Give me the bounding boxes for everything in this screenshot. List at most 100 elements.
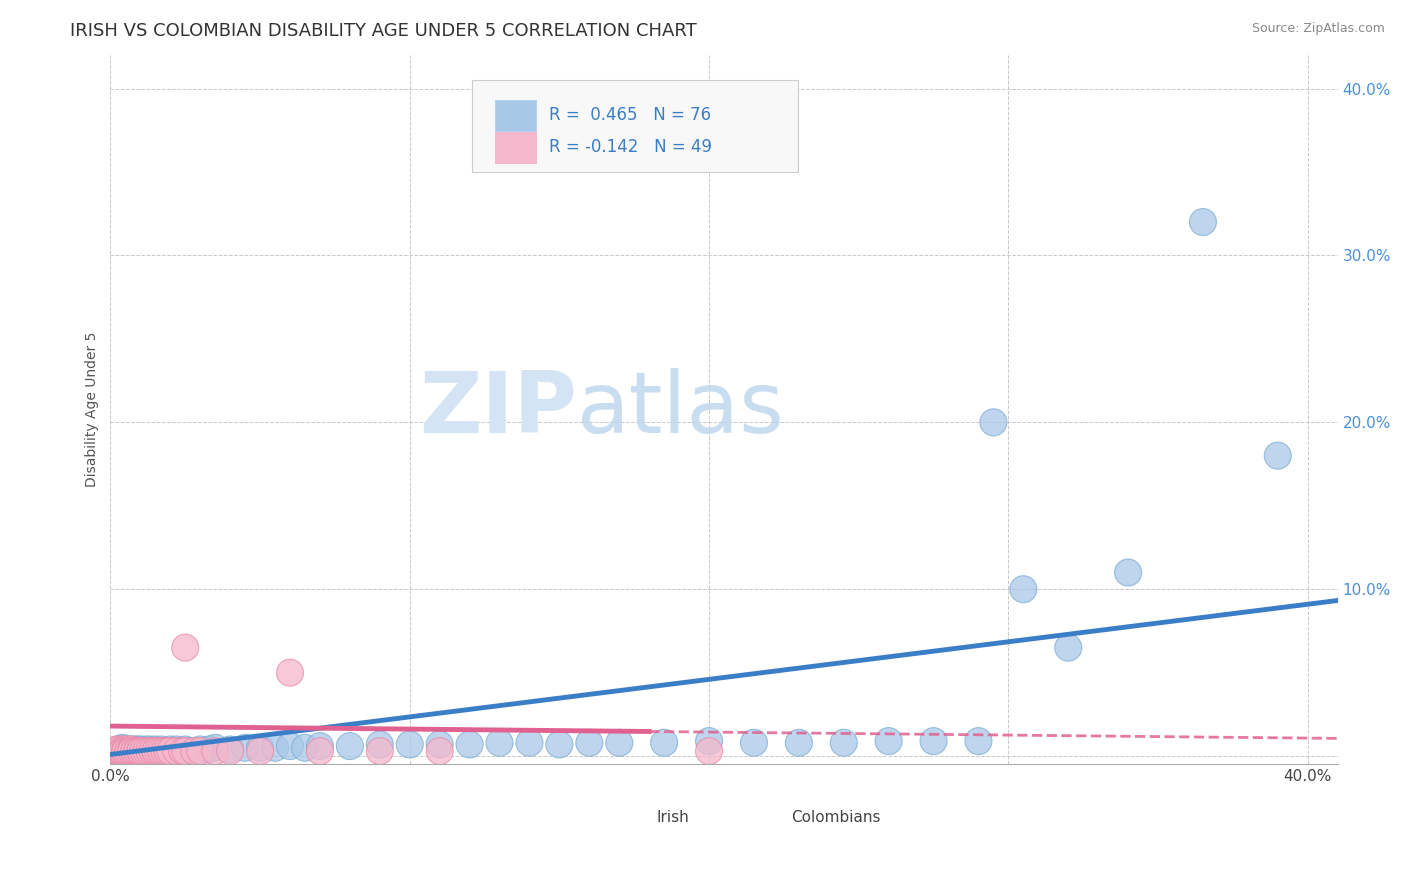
Ellipse shape — [139, 738, 166, 764]
Ellipse shape — [875, 728, 903, 755]
Ellipse shape — [132, 738, 160, 764]
Ellipse shape — [129, 738, 157, 764]
Ellipse shape — [129, 738, 157, 764]
Ellipse shape — [606, 730, 633, 756]
Ellipse shape — [246, 738, 274, 764]
Ellipse shape — [108, 736, 136, 763]
Ellipse shape — [108, 738, 136, 764]
Ellipse shape — [129, 738, 157, 764]
Text: R =  0.465   N = 76: R = 0.465 N = 76 — [548, 106, 710, 124]
Text: IRISH VS COLOMBIAN DISABILITY AGE UNDER 5 CORRELATION CHART: IRISH VS COLOMBIAN DISABILITY AGE UNDER … — [70, 22, 697, 40]
Text: Source: ZipAtlas.com: Source: ZipAtlas.com — [1251, 22, 1385, 36]
Ellipse shape — [142, 738, 169, 764]
FancyBboxPatch shape — [495, 132, 536, 163]
Ellipse shape — [112, 738, 139, 764]
Ellipse shape — [145, 738, 172, 764]
Ellipse shape — [118, 738, 145, 764]
Ellipse shape — [160, 738, 187, 764]
FancyBboxPatch shape — [740, 807, 782, 830]
Ellipse shape — [139, 738, 166, 764]
Ellipse shape — [150, 738, 177, 764]
Ellipse shape — [127, 738, 153, 764]
Ellipse shape — [108, 734, 136, 761]
Ellipse shape — [195, 736, 222, 763]
Ellipse shape — [127, 738, 153, 764]
Ellipse shape — [103, 738, 129, 764]
Ellipse shape — [127, 738, 153, 764]
Ellipse shape — [426, 731, 453, 758]
Ellipse shape — [112, 738, 139, 764]
Ellipse shape — [121, 738, 148, 764]
Y-axis label: Disability Age Under 5: Disability Age Under 5 — [86, 332, 100, 488]
Ellipse shape — [136, 738, 163, 764]
Ellipse shape — [920, 728, 948, 755]
Ellipse shape — [166, 738, 193, 764]
Ellipse shape — [277, 732, 304, 760]
Ellipse shape — [148, 738, 174, 764]
Ellipse shape — [127, 738, 153, 764]
Ellipse shape — [153, 738, 181, 764]
Ellipse shape — [112, 738, 139, 764]
Ellipse shape — [1115, 559, 1142, 586]
Ellipse shape — [105, 738, 134, 764]
Ellipse shape — [169, 738, 195, 764]
Ellipse shape — [965, 728, 993, 755]
Ellipse shape — [157, 736, 184, 763]
Ellipse shape — [112, 738, 139, 764]
Ellipse shape — [172, 634, 198, 661]
Ellipse shape — [105, 738, 134, 764]
Ellipse shape — [172, 736, 198, 763]
Ellipse shape — [121, 738, 148, 764]
Ellipse shape — [150, 738, 177, 764]
Ellipse shape — [426, 738, 453, 764]
Ellipse shape — [127, 736, 153, 763]
Ellipse shape — [187, 738, 214, 764]
Ellipse shape — [103, 738, 129, 764]
Ellipse shape — [396, 731, 423, 758]
Ellipse shape — [1189, 209, 1216, 235]
Ellipse shape — [980, 409, 1007, 436]
Ellipse shape — [124, 738, 150, 764]
Text: ZIP: ZIP — [419, 368, 576, 451]
Ellipse shape — [336, 732, 363, 760]
Ellipse shape — [115, 738, 142, 764]
Ellipse shape — [124, 738, 150, 764]
Ellipse shape — [576, 730, 603, 756]
Ellipse shape — [163, 736, 190, 763]
Ellipse shape — [108, 738, 136, 764]
Ellipse shape — [232, 734, 259, 761]
Ellipse shape — [115, 736, 142, 763]
Ellipse shape — [696, 738, 723, 764]
Ellipse shape — [124, 738, 150, 764]
Ellipse shape — [157, 738, 184, 764]
Ellipse shape — [262, 734, 288, 761]
Ellipse shape — [124, 736, 150, 763]
Ellipse shape — [132, 738, 160, 764]
Text: Irish: Irish — [657, 810, 689, 825]
Ellipse shape — [153, 738, 181, 764]
Ellipse shape — [118, 736, 145, 763]
Ellipse shape — [142, 738, 169, 764]
Ellipse shape — [546, 731, 572, 758]
FancyBboxPatch shape — [472, 80, 797, 172]
Ellipse shape — [118, 738, 145, 764]
Ellipse shape — [1264, 442, 1291, 469]
FancyBboxPatch shape — [605, 807, 647, 830]
Ellipse shape — [201, 738, 229, 764]
FancyBboxPatch shape — [495, 100, 536, 131]
Ellipse shape — [108, 738, 136, 764]
Ellipse shape — [115, 738, 142, 764]
Ellipse shape — [486, 730, 513, 756]
Ellipse shape — [145, 738, 172, 764]
Ellipse shape — [291, 734, 319, 761]
Ellipse shape — [163, 738, 190, 764]
Ellipse shape — [741, 730, 768, 756]
Ellipse shape — [105, 738, 134, 764]
Ellipse shape — [181, 738, 208, 764]
Ellipse shape — [112, 738, 139, 764]
Ellipse shape — [367, 731, 394, 758]
Ellipse shape — [201, 734, 229, 761]
Ellipse shape — [112, 738, 139, 764]
Ellipse shape — [105, 736, 134, 763]
Ellipse shape — [696, 728, 723, 755]
